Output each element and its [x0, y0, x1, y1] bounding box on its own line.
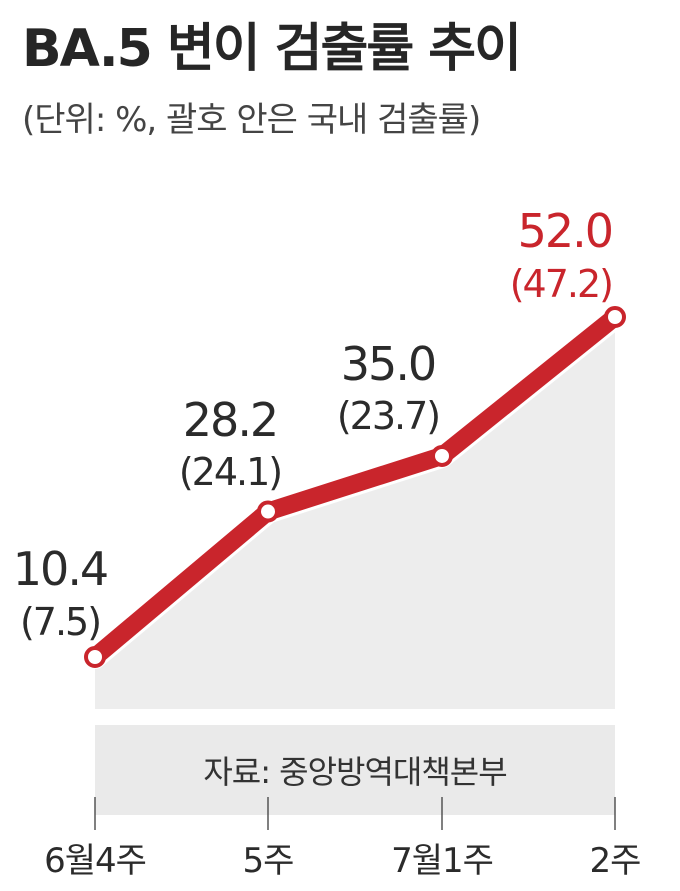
data-point	[431, 444, 453, 467]
data-sublabel: (7.5)	[20, 600, 100, 644]
chart-subtitle: (단위: %, 괄호 안은 국내 검출률)	[22, 100, 481, 140]
data-point	[604, 306, 626, 328]
source-box	[95, 725, 615, 815]
data-label: 28.2	[183, 393, 277, 447]
chart-title: BA.5 변이 검출률 추이	[22, 19, 522, 79]
series-line	[86, 308, 624, 666]
data-point	[257, 500, 279, 523]
data-sublabel: (24.1)	[179, 450, 281, 494]
data-label: 35.0	[341, 337, 435, 391]
x-tick-label: 2주	[590, 841, 641, 881]
chart-area-fill	[95, 317, 615, 815]
x-tick-label: 6월4주	[44, 841, 146, 881]
data-point	[84, 646, 106, 668]
data-sublabel: (47.2)	[510, 262, 612, 306]
data-sublabel: (23.7)	[337, 394, 439, 438]
data-label: 52.0	[518, 204, 612, 258]
x-tick-label: 7월1주	[391, 841, 493, 881]
x-tick-label: 5주	[243, 841, 294, 881]
source-label: 자료: 중앙방역대책본부	[203, 753, 506, 791]
data-label: 10.4	[13, 542, 107, 596]
